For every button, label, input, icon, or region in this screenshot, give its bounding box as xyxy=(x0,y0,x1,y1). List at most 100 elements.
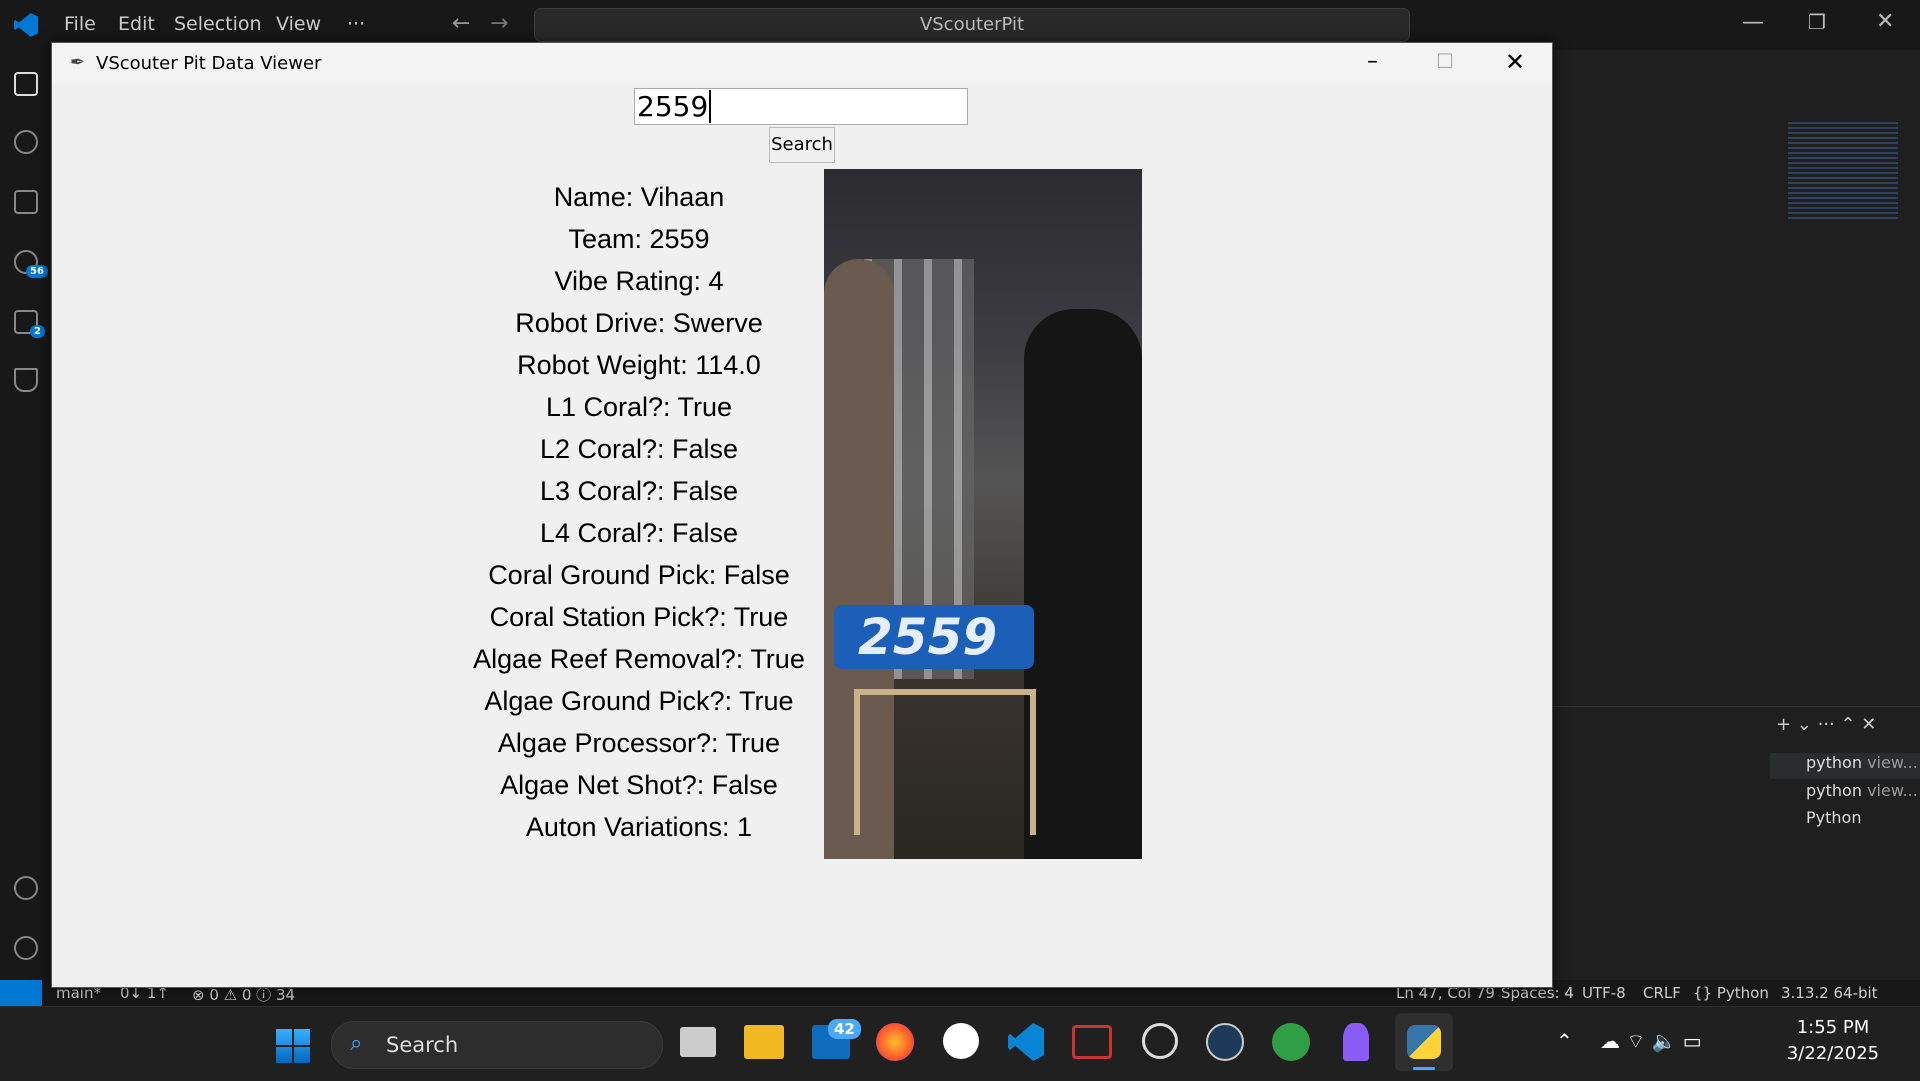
search-input[interactable]: 2559 xyxy=(634,88,968,125)
panel-border xyxy=(1552,706,1920,707)
mail-badge: 42 xyxy=(828,1019,861,1039)
minimize-button[interactable]: — xyxy=(1742,10,1764,35)
field-label: L1 Coral?: True xyxy=(545,392,733,422)
field-label: L3 Coral?: False xyxy=(539,476,739,506)
editor-area: + ⌄ ··· ⌃ ✕ xyxy=(1552,50,1920,980)
robot-photo: 2559 xyxy=(824,169,1142,859)
remote-indicator[interactable] xyxy=(0,980,42,1006)
bumper-number: 2559 xyxy=(834,605,1034,669)
app-title-bar: ✒ VScouter Pit Data Viewer – ☐ ✕ xyxy=(52,43,1552,84)
terminal-actions[interactable]: + ⌄ ··· ⌃ ✕ xyxy=(1776,714,1877,735)
activity-bar: 56 2 xyxy=(0,50,50,980)
menu-item[interactable]: Selection xyxy=(174,13,262,35)
python-interpreter[interactable]: 3.13.2 64-bit xyxy=(1781,984,1878,1002)
cursor-position[interactable]: Ln 47, Col 79 xyxy=(1396,984,1495,1002)
taskbar: ⌕ Search 42 ⌃ ☁ ⌔ 🔈 ▭ 1:55 PM 3/22/2025 xyxy=(0,1006,1920,1081)
python-app-active[interactable] xyxy=(1395,1013,1453,1071)
search-placeholder: Search xyxy=(386,1033,459,1057)
app-icon[interactable] xyxy=(1142,1023,1178,1059)
taskbar-search[interactable]: ⌕ Search xyxy=(331,1021,663,1069)
field-label: Robot Weight: 114.0 xyxy=(517,350,761,380)
tray-chevron[interactable]: ⌃ xyxy=(1556,1029,1573,1053)
search-icon[interactable] xyxy=(14,130,38,154)
field-label: Team: 2559 xyxy=(568,224,710,254)
task-view[interactable] xyxy=(680,1027,716,1057)
language-mode[interactable]: {} Python xyxy=(1693,984,1769,1002)
search-icon: ⌕ xyxy=(350,1031,363,1056)
indentation[interactable]: Spaces: 4 xyxy=(1501,984,1574,1002)
clock-date[interactable]: 3/22/2025 xyxy=(1786,1043,1880,1064)
caret xyxy=(709,90,712,123)
app-icon[interactable] xyxy=(1272,1023,1310,1061)
search-button[interactable]: Search xyxy=(769,127,835,163)
field-label: Algae Net Shot?: False xyxy=(500,770,778,800)
problems[interactable]: ⊗ 0 ⚠ 0 ⓘ 34 xyxy=(192,986,296,1004)
vscode-taskbar[interactable] xyxy=(1008,1023,1044,1061)
app-icon[interactable] xyxy=(1206,1023,1244,1061)
field-label: L2 Coral?: False xyxy=(539,434,739,464)
sync[interactable]: 0↓ 1↑ xyxy=(120,984,169,1002)
terminal-tab[interactable]: python view... xyxy=(1806,753,1918,772)
terminal-tab-active[interactable] xyxy=(1770,753,1920,779)
terminal-tab-detail: view... xyxy=(1867,781,1918,800)
app-icon[interactable] xyxy=(1072,1025,1112,1059)
terminal-tab[interactable]: Python xyxy=(1806,808,1862,827)
app-maximize[interactable]: ☐ xyxy=(1436,49,1454,73)
app-icon: ✒ xyxy=(70,52,86,73)
vscode-logo xyxy=(14,13,38,37)
firefox[interactable] xyxy=(876,1023,914,1061)
app-title: VScouter Pit Data Viewer xyxy=(96,53,322,74)
explorer-icon[interactable] xyxy=(14,72,38,96)
field-label: Vibe Rating: 4 xyxy=(554,266,724,296)
extensions-badge: 2 xyxy=(30,325,45,338)
field-label: Auton Variations: 1 xyxy=(525,812,753,842)
app-close[interactable]: ✕ xyxy=(1505,48,1526,76)
line-endings[interactable]: CRLF xyxy=(1643,984,1681,1002)
field-label: Name: Vihaan xyxy=(553,182,725,212)
minimap xyxy=(1788,122,1898,222)
app-icon[interactable] xyxy=(943,1023,979,1059)
app-minimize[interactable]: – xyxy=(1367,49,1378,74)
back-button[interactable]: ← xyxy=(452,11,471,36)
extensions-icon[interactable] xyxy=(14,310,38,334)
terminal-tab-name: python xyxy=(1806,781,1862,800)
menu-item[interactable]: Edit xyxy=(118,13,155,35)
app-icon[interactable] xyxy=(1343,1023,1369,1061)
field-label: Algae Ground Pick?: True xyxy=(484,686,794,716)
settings-icon[interactable] xyxy=(14,936,38,960)
python-icon xyxy=(1407,1025,1441,1059)
photo-cart xyxy=(854,689,1036,835)
menu-item[interactable]: View xyxy=(276,13,322,35)
menu-item[interactable]: File xyxy=(64,13,96,35)
photo-person xyxy=(1024,309,1142,859)
field-label: Coral Station Pick?: True xyxy=(489,602,789,632)
testing-icon[interactable] xyxy=(14,368,38,392)
field-label: Coral Ground Pick: False xyxy=(488,560,790,590)
active-indicator xyxy=(1413,1067,1435,1070)
source-control-badge: 56 xyxy=(26,265,48,278)
tray-icons[interactable]: ☁ ⌔ 🔈 ▭ xyxy=(1600,1029,1702,1053)
vscode-title-bar: File Edit Selection View ··· ← → VScoute… xyxy=(0,0,1920,50)
app-window: ✒ VScouter Pit Data Viewer – ☐ ✕ 2559 Se… xyxy=(51,42,1553,988)
field-label: Robot Drive: Swerve xyxy=(515,308,763,338)
search-input-text: 2559 xyxy=(637,90,709,123)
field-label: Algae Processor?: True xyxy=(497,728,781,758)
menu-item[interactable]: ··· xyxy=(347,13,366,35)
close-button[interactable]: ✕ xyxy=(1876,9,1895,34)
terminal-tab-name: python xyxy=(1806,753,1862,772)
debug-icon[interactable] xyxy=(14,190,38,214)
branch[interactable]: main* xyxy=(56,984,101,1002)
terminal-tab-detail: view... xyxy=(1867,753,1918,772)
start-button[interactable] xyxy=(276,1029,310,1063)
command-center[interactable]: VScouterPit xyxy=(534,8,1410,42)
forward-button[interactable]: → xyxy=(490,11,509,36)
encoding[interactable]: UTF-8 xyxy=(1582,984,1626,1002)
file-explorer[interactable] xyxy=(744,1025,784,1059)
clock-time[interactable]: 1:55 PM xyxy=(1796,1017,1870,1038)
accounts-icon[interactable] xyxy=(14,876,38,900)
restore-button[interactable]: ❐ xyxy=(1808,10,1826,34)
field-label: Algae Reef Removal?: True xyxy=(473,644,805,674)
terminal-tab[interactable]: python view... xyxy=(1806,781,1918,800)
